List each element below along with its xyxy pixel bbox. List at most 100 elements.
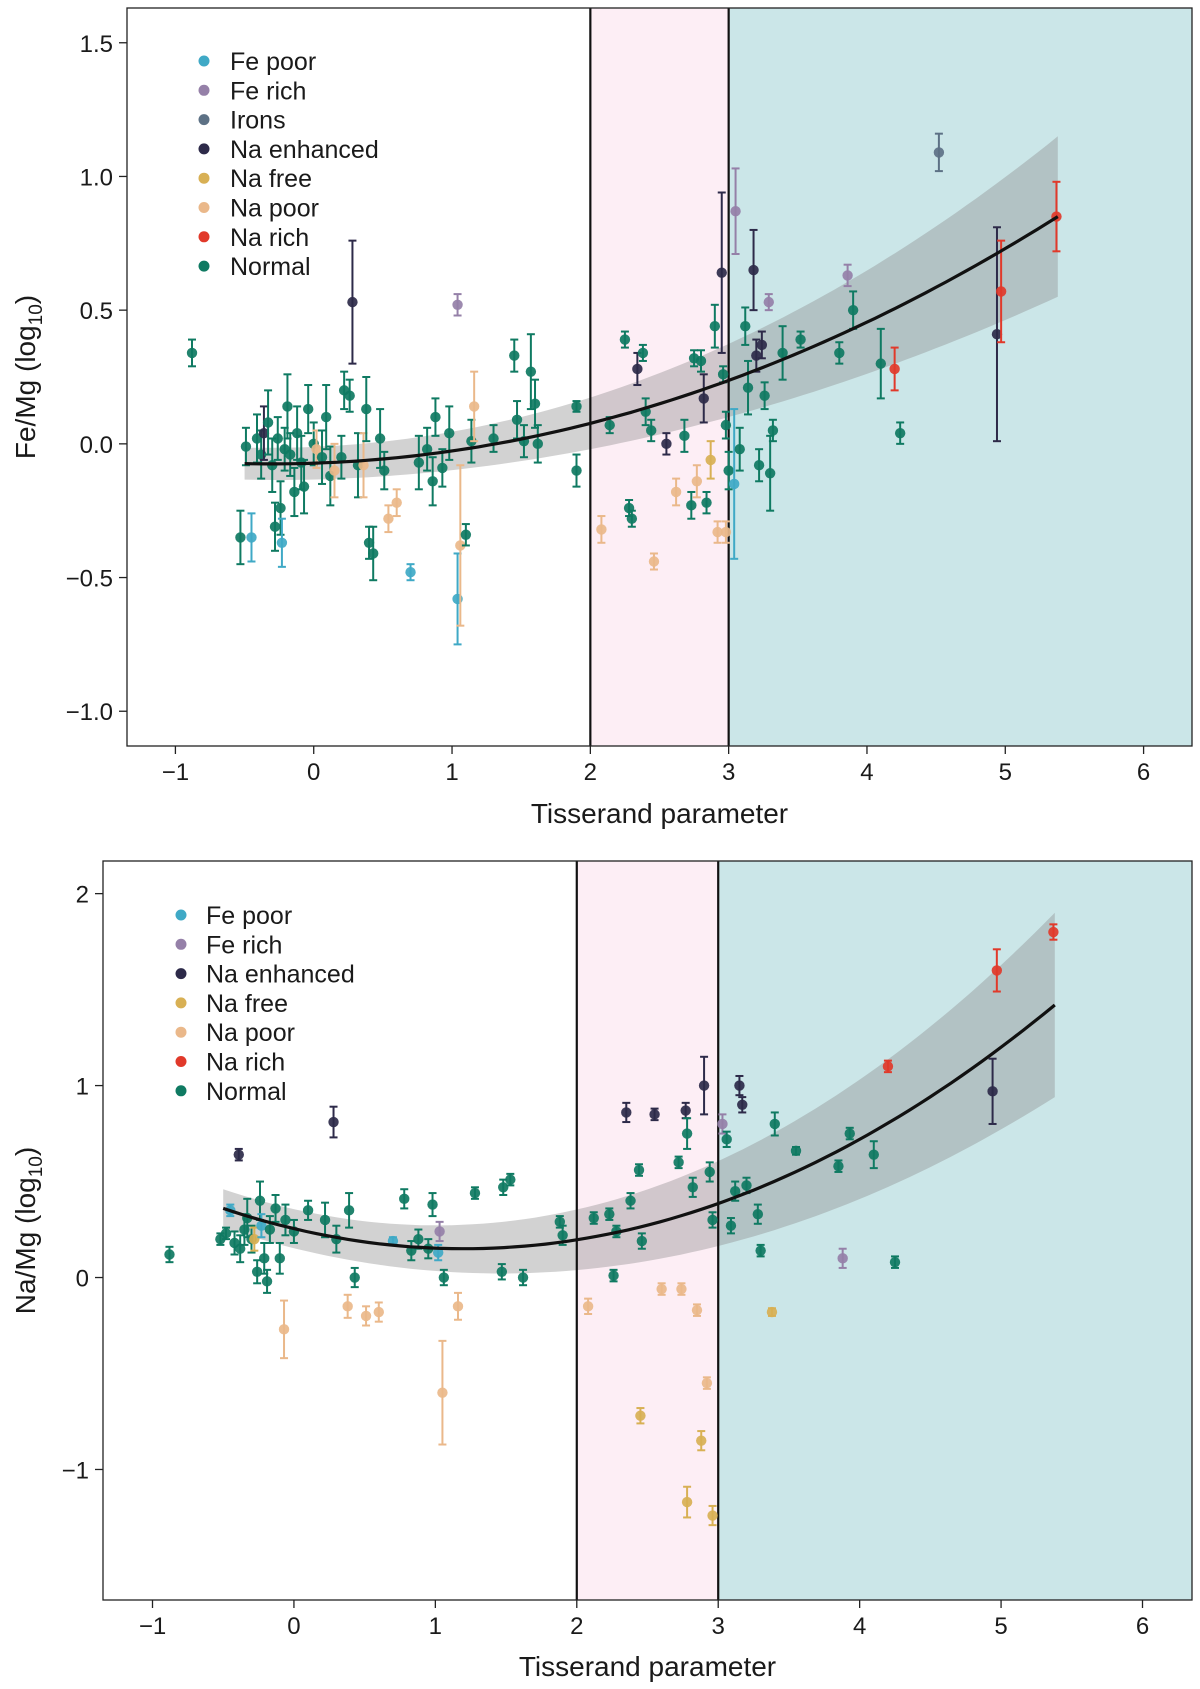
data-marker — [763, 296, 774, 308]
data-marker — [875, 358, 886, 369]
data-marker — [374, 433, 386, 444]
data-marker — [413, 457, 425, 468]
data-marker — [282, 401, 293, 412]
pink-region — [576, 861, 719, 1600]
data-point — [720, 410, 732, 440]
legend-marker — [198, 172, 210, 184]
data-point — [434, 1220, 445, 1243]
data-point — [421, 426, 433, 472]
data-point — [720, 520, 732, 544]
data-marker — [261, 1276, 273, 1287]
legend-label: Irons — [230, 107, 286, 135]
plot-frame — [126, 7, 1193, 747]
data-marker — [525, 366, 537, 377]
data-marker — [220, 1228, 232, 1239]
data-point — [505, 1172, 516, 1187]
data-point — [755, 1243, 766, 1258]
legend-marker — [198, 84, 210, 96]
data-point — [280, 1203, 291, 1237]
data-point — [342, 1293, 353, 1319]
data-marker — [302, 403, 314, 415]
data-marker — [571, 465, 582, 476]
data-marker — [328, 1116, 339, 1128]
data-marker — [698, 393, 709, 404]
data-marker — [720, 526, 732, 538]
data-marker — [882, 1061, 894, 1072]
data-marker — [363, 537, 375, 548]
data-point — [621, 1101, 632, 1124]
data-marker — [276, 537, 288, 548]
data-marker — [790, 1145, 802, 1157]
legend-marker — [198, 143, 210, 155]
data-point — [764, 434, 776, 512]
data-marker — [837, 1253, 848, 1264]
data-point — [270, 1193, 281, 1223]
y-tick-label: 1.5 — [80, 31, 113, 58]
data-marker — [278, 1324, 290, 1335]
pink-region — [590, 8, 729, 746]
data-point — [438, 1268, 450, 1287]
data-marker — [275, 502, 286, 514]
data-marker — [437, 462, 448, 474]
data-marker — [430, 411, 441, 423]
data-marker — [728, 478, 740, 490]
data-point — [763, 293, 774, 312]
legend-label: Fe poor — [230, 48, 316, 76]
data-marker — [767, 425, 779, 436]
data-marker — [933, 147, 945, 158]
data-marker — [707, 1214, 718, 1226]
data-point — [278, 1299, 290, 1360]
data-marker — [319, 1214, 331, 1226]
data-marker — [272, 433, 283, 444]
data-marker — [742, 382, 754, 393]
legend-label: Na free — [206, 990, 288, 1018]
x-tick-label: 5 — [994, 1613, 1007, 1640]
data-point — [251, 1259, 263, 1285]
data-marker — [833, 1160, 844, 1172]
data-point — [399, 1188, 410, 1210]
legend-label: Fe rich — [230, 77, 306, 105]
data-marker — [246, 532, 257, 543]
data-point — [246, 512, 257, 563]
x-tick-label: 1 — [445, 759, 458, 786]
data-point — [367, 525, 379, 582]
data-point — [272, 416, 283, 461]
data-point — [261, 1268, 273, 1294]
data-point — [427, 1192, 438, 1218]
data-marker — [347, 296, 358, 308]
data-point — [588, 1211, 599, 1225]
data-point — [769, 1111, 780, 1137]
data-marker — [625, 1195, 636, 1206]
data-point — [687, 1176, 698, 1198]
data-marker — [511, 414, 523, 425]
data-point — [995, 239, 1007, 344]
data-marker — [847, 304, 859, 316]
data-marker — [240, 441, 252, 452]
data-marker — [753, 460, 765, 471]
data-marker — [646, 425, 657, 436]
data-point — [752, 1203, 764, 1225]
data-point — [717, 1113, 728, 1135]
y-axis-title-main: Na/Mg (log — [10, 1177, 41, 1314]
data-marker — [707, 1510, 718, 1521]
data-marker — [777, 347, 788, 359]
x-tick-label: 2 — [584, 759, 597, 786]
data-point — [756, 330, 768, 360]
data-point — [460, 523, 472, 547]
data-marker — [730, 206, 741, 217]
confidence-band — [223, 912, 1055, 1274]
data-marker — [656, 1283, 667, 1295]
data-marker — [259, 1253, 270, 1264]
data-marker — [681, 1128, 693, 1139]
data-marker — [691, 476, 703, 487]
data-marker — [844, 1128, 855, 1139]
data-marker — [529, 398, 541, 409]
data-point — [358, 432, 369, 499]
data-point — [991, 226, 1003, 443]
data-marker — [588, 1212, 599, 1224]
data-point — [691, 464, 703, 499]
data-marker — [670, 486, 682, 498]
legend-label: Na poor — [206, 1019, 295, 1047]
legend-marker — [175, 997, 187, 1009]
